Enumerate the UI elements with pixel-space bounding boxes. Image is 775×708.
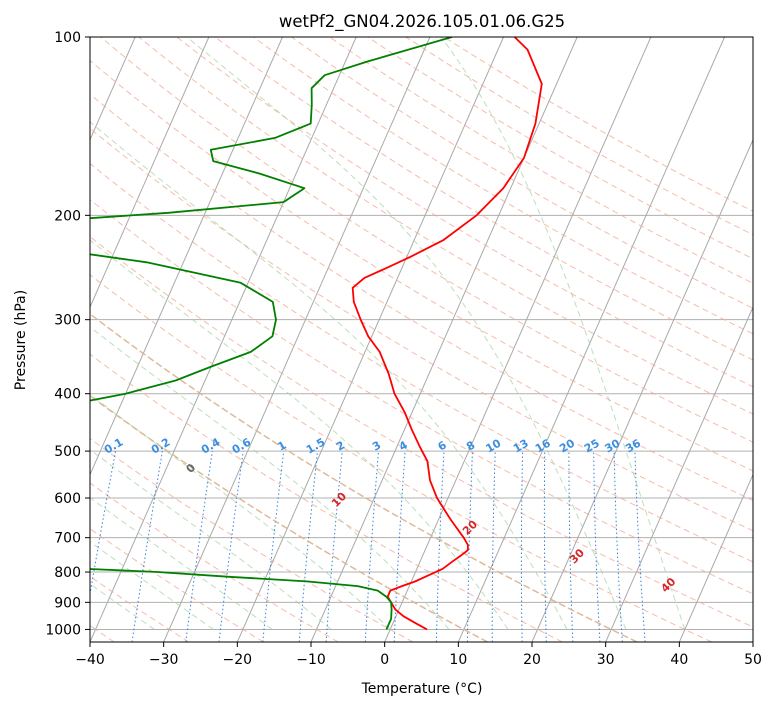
plot-frame	[89, 36, 754, 643]
dry-adiabat-line	[176, 37, 753, 388]
y-tick-label: 600	[54, 491, 81, 507]
x-tick-label: −10	[296, 652, 326, 668]
x-tick-label: −30	[149, 652, 179, 668]
dry-adiabat-line	[90, 353, 563, 642]
x-tick-label: 30	[597, 652, 615, 668]
x-tick-label: −40	[75, 652, 105, 668]
y-tick-label: 1000	[45, 622, 81, 638]
chart-title: wetPf2_GN04.2026.105.01.06.G25	[279, 12, 565, 32]
x-tick-label: 0	[380, 652, 389, 668]
y-tick-label: 200	[54, 208, 81, 224]
x-tick-label: −20	[223, 652, 253, 668]
isotherm-line	[90, 37, 136, 141]
moist-adiabat-line	[90, 497, 273, 630]
y-axis-label: Pressure (hPa)	[13, 290, 29, 390]
isotherm-line	[384, 37, 652, 642]
y-tick-label: 700	[54, 531, 81, 547]
dry-adiabat-line	[90, 528, 264, 642]
isotherm-line	[90, 37, 283, 476]
dry-adiabat-line	[329, 37, 753, 284]
y-tick-label: 400	[54, 387, 81, 403]
y-tick-label: 500	[54, 444, 81, 460]
dry-adiabat-line	[90, 199, 753, 595]
reference-adiabat-line	[90, 312, 638, 642]
mixing-ratio-line	[262, 451, 285, 642]
moist-adiabat-line	[90, 583, 155, 630]
x-tick-label: 10	[449, 652, 467, 668]
dry-adiabat-line	[90, 93, 753, 502]
moist-adiabat-line	[90, 239, 509, 630]
moist-adiabat-line	[186, 37, 627, 630]
y-tick-label: 900	[54, 595, 81, 611]
dry-adiabat-line	[90, 236, 753, 628]
isotherm-line	[90, 37, 210, 309]
reference-adiabat-line	[90, 394, 488, 642]
isotherm-line	[310, 37, 578, 642]
moist-adiabat-line	[440, 37, 686, 630]
y-tick-label: 100	[54, 30, 81, 46]
x-tick-label: 20	[523, 652, 541, 668]
isotherm-line	[457, 37, 725, 642]
dry-adiabat-line	[291, 37, 753, 309]
dry-adiabat-line	[214, 37, 753, 361]
mixing-ratio-line	[131, 451, 163, 642]
isotherm-line	[605, 305, 753, 642]
moist-adiabat-line	[90, 121, 568, 630]
moist-adiabat-line	[90, 326, 450, 630]
y-tick-label: 800	[54, 565, 81, 581]
x-axis-label: Temperature (°C)	[361, 681, 483, 697]
moist-adiabat-line	[90, 393, 391, 630]
dry-adiabat-line	[405, 37, 753, 236]
x-tick-label: 50	[744, 652, 762, 668]
mixing-ratio-line	[185, 451, 213, 642]
dry-adiabat-line	[90, 162, 753, 563]
mixing-ratio-line	[90, 451, 116, 597]
dry-adiabat-line	[90, 127, 753, 532]
dry-adiabat-line	[367, 37, 753, 260]
y-tick-label: 300	[54, 313, 81, 329]
dry-adiabat-line	[443, 37, 753, 212]
isotherm-line	[90, 37, 357, 642]
isotherm-line	[163, 37, 431, 642]
dewpoint-profile-line	[90, 37, 453, 630]
moist-adiabat-line	[90, 541, 214, 630]
mixing-ratio-line	[218, 451, 244, 642]
dry-adiabat-line	[90, 482, 339, 642]
isotherm-line	[678, 473, 753, 642]
dry-adiabat-line	[90, 274, 712, 642]
x-tick-label: 40	[670, 652, 688, 668]
temperature-profile-line	[351, 37, 543, 631]
dry-adiabat-line	[253, 37, 753, 335]
